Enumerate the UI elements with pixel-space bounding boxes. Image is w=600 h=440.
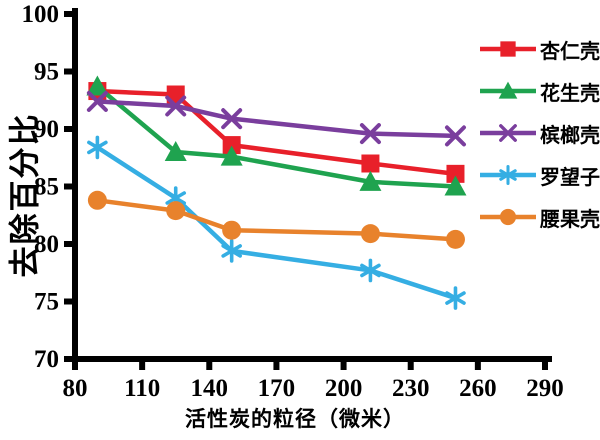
y-tick [64, 126, 72, 132]
legend-item-4: 罗望子 [480, 163, 600, 189]
data-point-槟榔壳-150 [221, 108, 243, 130]
x-tick [273, 362, 280, 370]
data-point-花生壳-125 [164, 141, 187, 161]
legend-item-2: 花生壳 [480, 79, 600, 105]
data-point-槟榔壳-250 [444, 125, 466, 147]
y-tick [64, 11, 72, 17]
series-line [95, 145, 458, 301]
x-tick-label: 110 [124, 375, 160, 402]
x-tick [474, 362, 481, 370]
legend-marker [499, 164, 517, 186]
y-tick-label: 90 [34, 116, 59, 143]
legend-item-3: 槟榔壳 [480, 121, 600, 147]
y-tick-label: 70 [34, 346, 59, 373]
x-tick [407, 362, 414, 370]
legend-label: 罗望子 [540, 166, 600, 189]
y-tick-label: 85 [34, 174, 59, 201]
legend-label: 槟榔壳 [540, 124, 600, 147]
y-tick-label: 75 [34, 289, 59, 316]
data-point-槟榔壳-125 [165, 95, 187, 117]
legend-marker-icon [480, 164, 536, 186]
series-line [95, 198, 458, 242]
x-tick-label: 80 [63, 375, 88, 402]
data-point-杏仁壳-212 [361, 154, 380, 173]
data-point-罗望子-150 [221, 239, 242, 263]
x-tick-label: 200 [325, 375, 363, 402]
legend-item-1: 杏仁壳 [480, 37, 600, 63]
y-tick-label: 100 [22, 1, 60, 28]
y-tick [64, 356, 72, 362]
data-point-腰果壳-125 [166, 201, 186, 221]
x-tick-label: 290 [526, 375, 564, 402]
data-point-腰果壳-212 [360, 224, 380, 244]
x-axis-line [72, 356, 552, 362]
legend-marker [500, 41, 516, 57]
legend-marker [498, 81, 518, 99]
legend-marker-icon [480, 208, 536, 226]
x-tick-label: 260 [459, 375, 497, 402]
y-tick-label: 80 [34, 231, 59, 258]
data-point-罗望子-90 [87, 135, 108, 160]
data-point-花生壳-212 [359, 170, 382, 191]
legend-marker-icon [480, 81, 536, 99]
x-tick-label: 230 [392, 375, 430, 402]
data-point-槟榔壳-212 [359, 123, 381, 145]
data-point-罗望子-212 [360, 258, 381, 283]
legend-item-5: 腰果壳 [480, 205, 600, 231]
legend-marker [499, 208, 517, 226]
legend-label: 花生壳 [540, 82, 600, 105]
x-tick [72, 362, 78, 370]
y-tick [64, 68, 72, 75]
legend-label: 腰果壳 [540, 208, 600, 231]
data-point-杏仁壳-250 [446, 164, 465, 183]
legend-label: 杏仁壳 [540, 40, 600, 63]
legend-marker-icon [480, 124, 536, 142]
y-tick [64, 183, 72, 190]
y-tick-label: 95 [34, 59, 59, 86]
series-4 [87, 135, 466, 310]
series-3 [86, 90, 466, 147]
x-tick [340, 362, 347, 370]
y-tick [64, 298, 72, 305]
data-point-腰果壳-150 [222, 220, 242, 240]
x-tick [206, 362, 213, 370]
data-point-花生壳-250 [444, 175, 467, 196]
data-point-腰果壳-90 [87, 190, 107, 210]
y-axis-label: 去除百分比 [7, 112, 43, 278]
y-axis-line [72, 8, 78, 362]
x-tick-label: 170 [258, 375, 296, 402]
series-2 [86, 75, 467, 196]
x-tick [542, 362, 548, 370]
legend-marker [499, 124, 517, 142]
data-point-槟榔壳-90 [86, 90, 108, 112]
series-5 [87, 190, 465, 249]
legend: 杏仁壳花生壳槟榔壳罗望子腰果壳 [480, 37, 600, 247]
data-point-罗望子-250 [445, 286, 466, 310]
x-axis-label: 活性炭的粒径（微米） [185, 408, 405, 431]
x-tick [139, 362, 146, 370]
x-tick-label: 140 [191, 375, 229, 402]
legend-marker-icon [480, 41, 536, 57]
data-point-杏仁壳-150 [222, 136, 241, 155]
y-tick [64, 241, 72, 247]
data-point-腰果壳-250 [445, 229, 465, 249]
data-point-花生壳-90 [86, 75, 109, 96]
data-point-花生壳-150 [220, 145, 243, 166]
